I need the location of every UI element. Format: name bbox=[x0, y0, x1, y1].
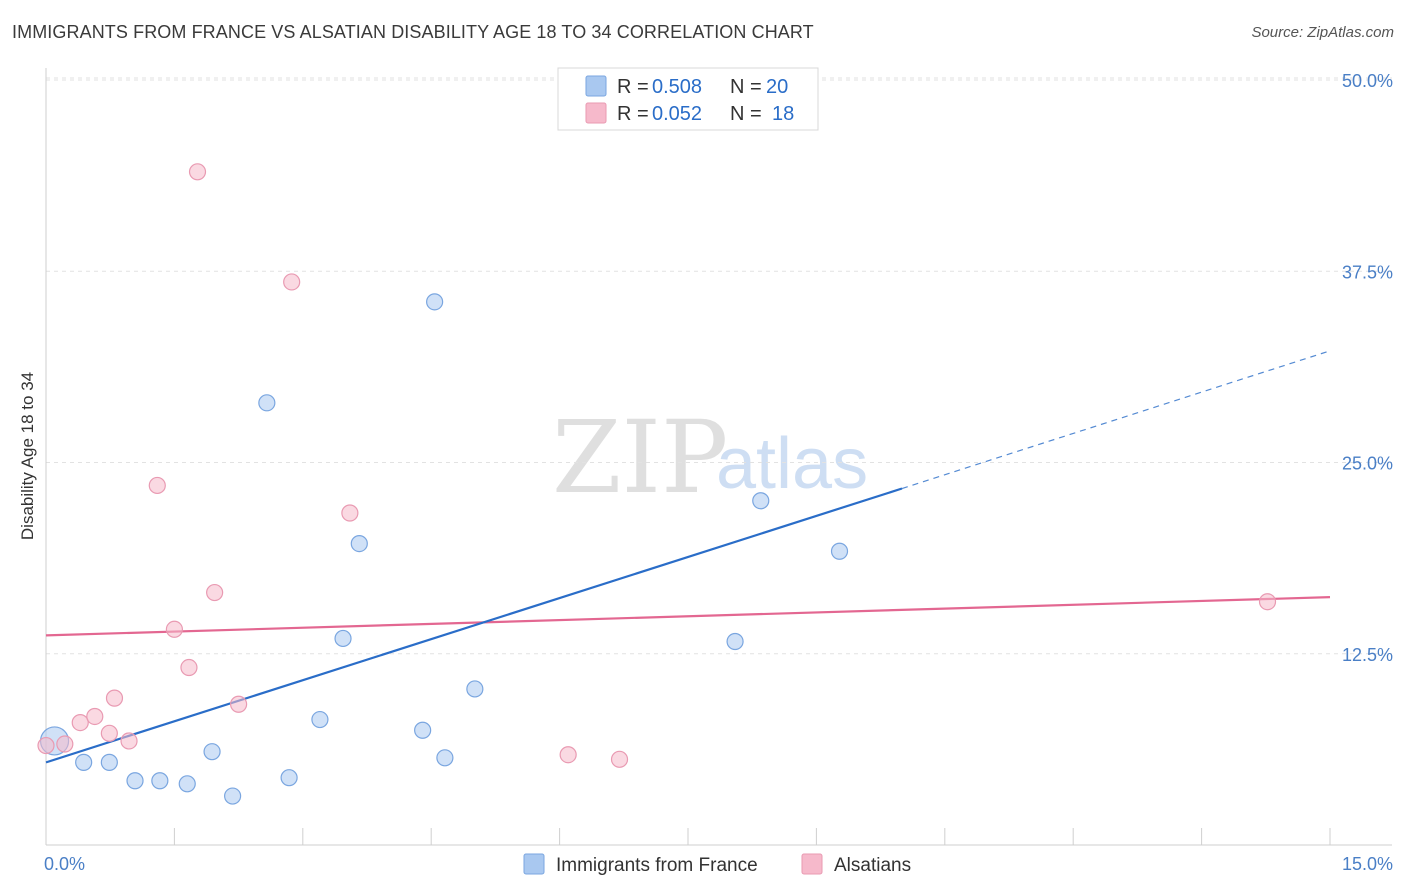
watermark-atlas: atlas bbox=[716, 424, 868, 504]
point-france-18 bbox=[752, 492, 770, 510]
trendlines bbox=[45, 350, 1331, 764]
point-alsatians-14 bbox=[341, 504, 359, 522]
tick-labels: 12.5% 25.0% 37.5% 50.0% 0.0% 15.0% bbox=[44, 71, 1393, 874]
trendline-alsatians bbox=[45, 596, 1331, 637]
grid bbox=[46, 77, 1392, 655]
point-alsatians-1 bbox=[56, 735, 74, 753]
legend-n-label-1: N = bbox=[730, 76, 762, 98]
point-france-14 bbox=[436, 749, 454, 767]
point-france-19 bbox=[830, 542, 849, 560]
point-alsatians-5 bbox=[105, 689, 124, 707]
point-france-9 bbox=[280, 769, 298, 787]
point-alsatians-13 bbox=[283, 273, 301, 291]
point-france-16 bbox=[466, 680, 484, 698]
point-alsatians-16 bbox=[610, 750, 629, 768]
point-alsatians-17 bbox=[1258, 593, 1277, 611]
point-france-17 bbox=[726, 632, 744, 651]
bottom-legend: Immigrants from France Alsatians bbox=[523, 853, 911, 876]
bottom-legend-swatch-blue bbox=[523, 853, 545, 875]
legend-r-value-1: 0.508 bbox=[652, 76, 702, 98]
legend: R = 0.508 N = 20 R = 0.052 N = 18 bbox=[557, 67, 819, 131]
legend-swatch-pink bbox=[585, 102, 607, 124]
point-alsatians-10 bbox=[188, 163, 207, 181]
point-alsatians-3 bbox=[86, 707, 104, 726]
y-axis-label: Disability Age 18 to 34 bbox=[18, 372, 37, 540]
point-alsatians-11 bbox=[206, 583, 224, 602]
point-france-8 bbox=[258, 394, 276, 412]
point-france-2 bbox=[100, 753, 118, 771]
point-france-5 bbox=[178, 775, 196, 793]
point-alsatians-4 bbox=[100, 724, 118, 742]
point-france-1 bbox=[75, 753, 93, 771]
y-tick-label-0: 12.5% bbox=[1342, 645, 1393, 665]
point-france-13 bbox=[414, 721, 432, 739]
points bbox=[37, 163, 1277, 805]
point-alsatians-12 bbox=[230, 695, 248, 713]
legend-r-value-2: 0.052 bbox=[652, 103, 702, 125]
point-france-11 bbox=[334, 629, 352, 648]
legend-n-value-1: 20 bbox=[766, 76, 788, 98]
point-alsatians-6 bbox=[120, 732, 138, 750]
point-alsatians-7 bbox=[148, 476, 166, 495]
source-credit: Source: ZipAtlas.com bbox=[1251, 24, 1394, 41]
watermark: ZIP atlas bbox=[552, 399, 868, 516]
legend-n-value-2: 18 bbox=[772, 103, 794, 125]
legend-n-label-2: N = bbox=[730, 103, 762, 125]
point-alsatians-2 bbox=[71, 713, 89, 732]
legend-r-label-1: R = bbox=[617, 76, 649, 98]
point-france-6 bbox=[203, 743, 221, 761]
x-tick-label-0: 0.0% bbox=[44, 854, 85, 874]
x-tick-label-1: 15.0% bbox=[1342, 854, 1393, 874]
bottom-legend-swatch-pink bbox=[801, 853, 823, 875]
point-alsatians-9 bbox=[180, 658, 198, 677]
bottom-legend-label-alsatians: Alsatians bbox=[834, 855, 911, 876]
point-france-7 bbox=[224, 787, 242, 805]
point-france-4 bbox=[151, 772, 169, 790]
legend-swatch-blue bbox=[585, 75, 607, 97]
point-alsatians-15 bbox=[559, 746, 577, 764]
point-france-3 bbox=[126, 772, 144, 790]
y-tick-label-1: 25.0% bbox=[1342, 454, 1393, 474]
axes bbox=[45, 68, 1392, 846]
y-tick-label-2: 37.5% bbox=[1342, 262, 1393, 282]
point-france-10 bbox=[311, 710, 329, 729]
point-alsatians-0 bbox=[37, 736, 55, 755]
watermark-zip: ZIP bbox=[552, 399, 728, 516]
trendline-france-extension bbox=[901, 350, 1331, 490]
y-tick-label-3: 50.0% bbox=[1342, 71, 1393, 91]
point-france-15 bbox=[426, 293, 444, 311]
point-france-12 bbox=[350, 534, 368, 553]
chart-title: IMMIGRANTS FROM FRANCE VS ALSATIAN DISAB… bbox=[12, 22, 814, 42]
trendline-france bbox=[45, 487, 903, 764]
point-alsatians-8 bbox=[165, 620, 183, 638]
bottom-legend-label-france: Immigrants from France bbox=[556, 855, 758, 876]
legend-r-label-2: R = bbox=[617, 103, 649, 125]
